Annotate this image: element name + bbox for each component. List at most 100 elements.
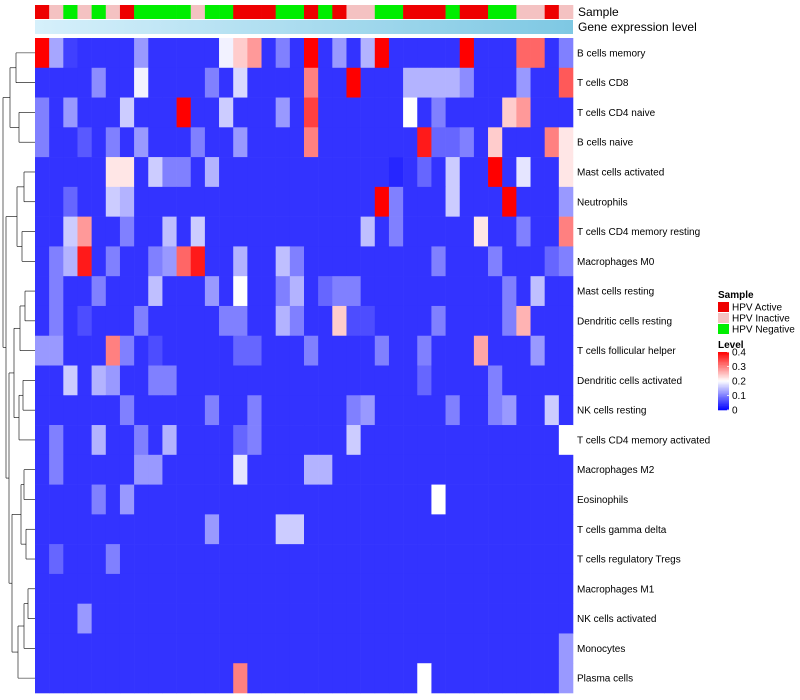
heatmap-cell: [445, 67, 461, 98]
heatmap-cell: [261, 335, 276, 366]
heatmap-cell: [388, 395, 404, 426]
heatmap-cell: [219, 246, 234, 277]
heatmap-cell: [502, 246, 517, 277]
heatmap-cell: [219, 38, 234, 69]
heatmap-cell: [530, 395, 545, 426]
heatmap-cell: [388, 97, 404, 128]
heatmap-cell: [304, 216, 319, 247]
heatmap-cell: [119, 663, 135, 694]
heatmap-cell: [473, 246, 489, 277]
heatmap-cell: [544, 395, 560, 426]
heatmap-cell: [417, 97, 432, 128]
heatmap-cell: [247, 544, 262, 575]
heatmap-cell: [445, 38, 461, 69]
heatmap-cell: [360, 544, 376, 575]
heatmap-cell: [261, 365, 276, 396]
heatmap-cell: [77, 603, 92, 634]
heatmap-cell: [360, 38, 376, 69]
heatmap-cell: [219, 97, 234, 128]
legend-entry-label: HPV Inactive: [732, 314, 790, 325]
heatmap-cell: [346, 186, 361, 217]
heatmap-cell: [332, 514, 347, 545]
heatmap-cell: [148, 425, 163, 456]
row-label: B cells naive: [577, 138, 634, 149]
sample-annotation-cell: [148, 5, 163, 19]
heatmap-cell: [63, 246, 78, 277]
heatmap-cell: [558, 67, 574, 98]
sample-annotation-cell: [49, 5, 64, 19]
heatmap-cell: [388, 544, 404, 575]
heatmap-cell: [473, 633, 489, 664]
heatmap-cell: [516, 246, 531, 277]
heatmap-cell: [558, 425, 574, 456]
heatmap-cell: [204, 603, 220, 634]
level-colorbar-segment: [718, 401, 729, 404]
heatmap-cell: [275, 633, 291, 664]
heatmap-cell: [289, 186, 305, 217]
row-label: Mast cells resting: [577, 287, 654, 298]
heatmap-cell: [176, 276, 192, 307]
heatmap-cell: [488, 484, 503, 515]
expression-annotation-bar: [35, 20, 573, 34]
heatmap-cell: [558, 573, 574, 604]
level-colorbar-segment: [718, 399, 729, 402]
heatmap-cell: [148, 365, 163, 396]
heatmap-cell: [374, 97, 390, 128]
heatmap-cell: [544, 276, 560, 307]
heatmap-cell: [374, 454, 390, 485]
heatmap-cell: [233, 425, 248, 456]
heatmap-cell: [35, 514, 50, 545]
heatmap-cell: [63, 573, 78, 604]
heatmap-cell: [304, 186, 319, 217]
heatmap-cell: [119, 335, 135, 366]
level-colorbar-segment: [718, 391, 729, 393]
level-colorbar-segment: [718, 367, 729, 370]
heatmap-cell: [275, 573, 291, 604]
heatmap-cell: [558, 127, 574, 158]
heatmap-cell: [459, 365, 475, 396]
heatmap-cell: [247, 663, 262, 694]
heatmap-cell: [558, 663, 574, 694]
heatmap-cell: [77, 484, 92, 515]
heatmap-cell: [346, 544, 361, 575]
heatmap-cell: [388, 425, 404, 456]
heatmap-cell: [332, 127, 347, 158]
heatmap-cell: [304, 305, 319, 337]
heatmap-cell: [162, 633, 177, 664]
heatmap-cell: [219, 395, 234, 426]
heatmap-cell: [148, 216, 163, 247]
heatmap-cell: [403, 603, 418, 634]
heatmap-cell: [77, 38, 92, 69]
level-colorbar-segment: [718, 398, 729, 401]
heatmap-cell: [318, 425, 333, 456]
heatmap-cell: [219, 484, 234, 515]
heatmap-cell: [304, 335, 319, 366]
heatmap-cell: [233, 663, 248, 694]
heatmap-cell: [134, 246, 149, 277]
heatmap-cell: [233, 38, 248, 69]
heatmap-cell: [77, 276, 92, 307]
heatmap-cell: [105, 97, 121, 128]
heatmap-cell: [374, 335, 390, 366]
heatmap-cell: [275, 186, 291, 217]
heatmap-cell: [346, 573, 361, 604]
heatmap-cell: [275, 514, 291, 545]
level-colorbar-segment: [718, 382, 729, 385]
heatmap-cell: [35, 633, 50, 664]
heatmap-cell: [360, 97, 376, 128]
heatmap-cell: [219, 663, 234, 694]
heatmap-cell: [289, 276, 305, 307]
legend-sample-title: Sample: [718, 290, 754, 301]
heatmap-cell: [190, 127, 206, 158]
heatmap-cell: [77, 425, 92, 456]
heatmap-cell: [360, 425, 376, 456]
heatmap-cell: [544, 127, 560, 158]
heatmap-cell: [63, 38, 78, 69]
heatmap-cell: [35, 305, 50, 337]
heatmap-cell: [105, 544, 121, 575]
heatmap-cell: [374, 246, 390, 277]
heatmap-cell: [318, 603, 333, 634]
heatmap-cell: [105, 127, 121, 158]
sample-annotation-cell: [530, 5, 545, 19]
heatmap-cell: [289, 425, 305, 456]
